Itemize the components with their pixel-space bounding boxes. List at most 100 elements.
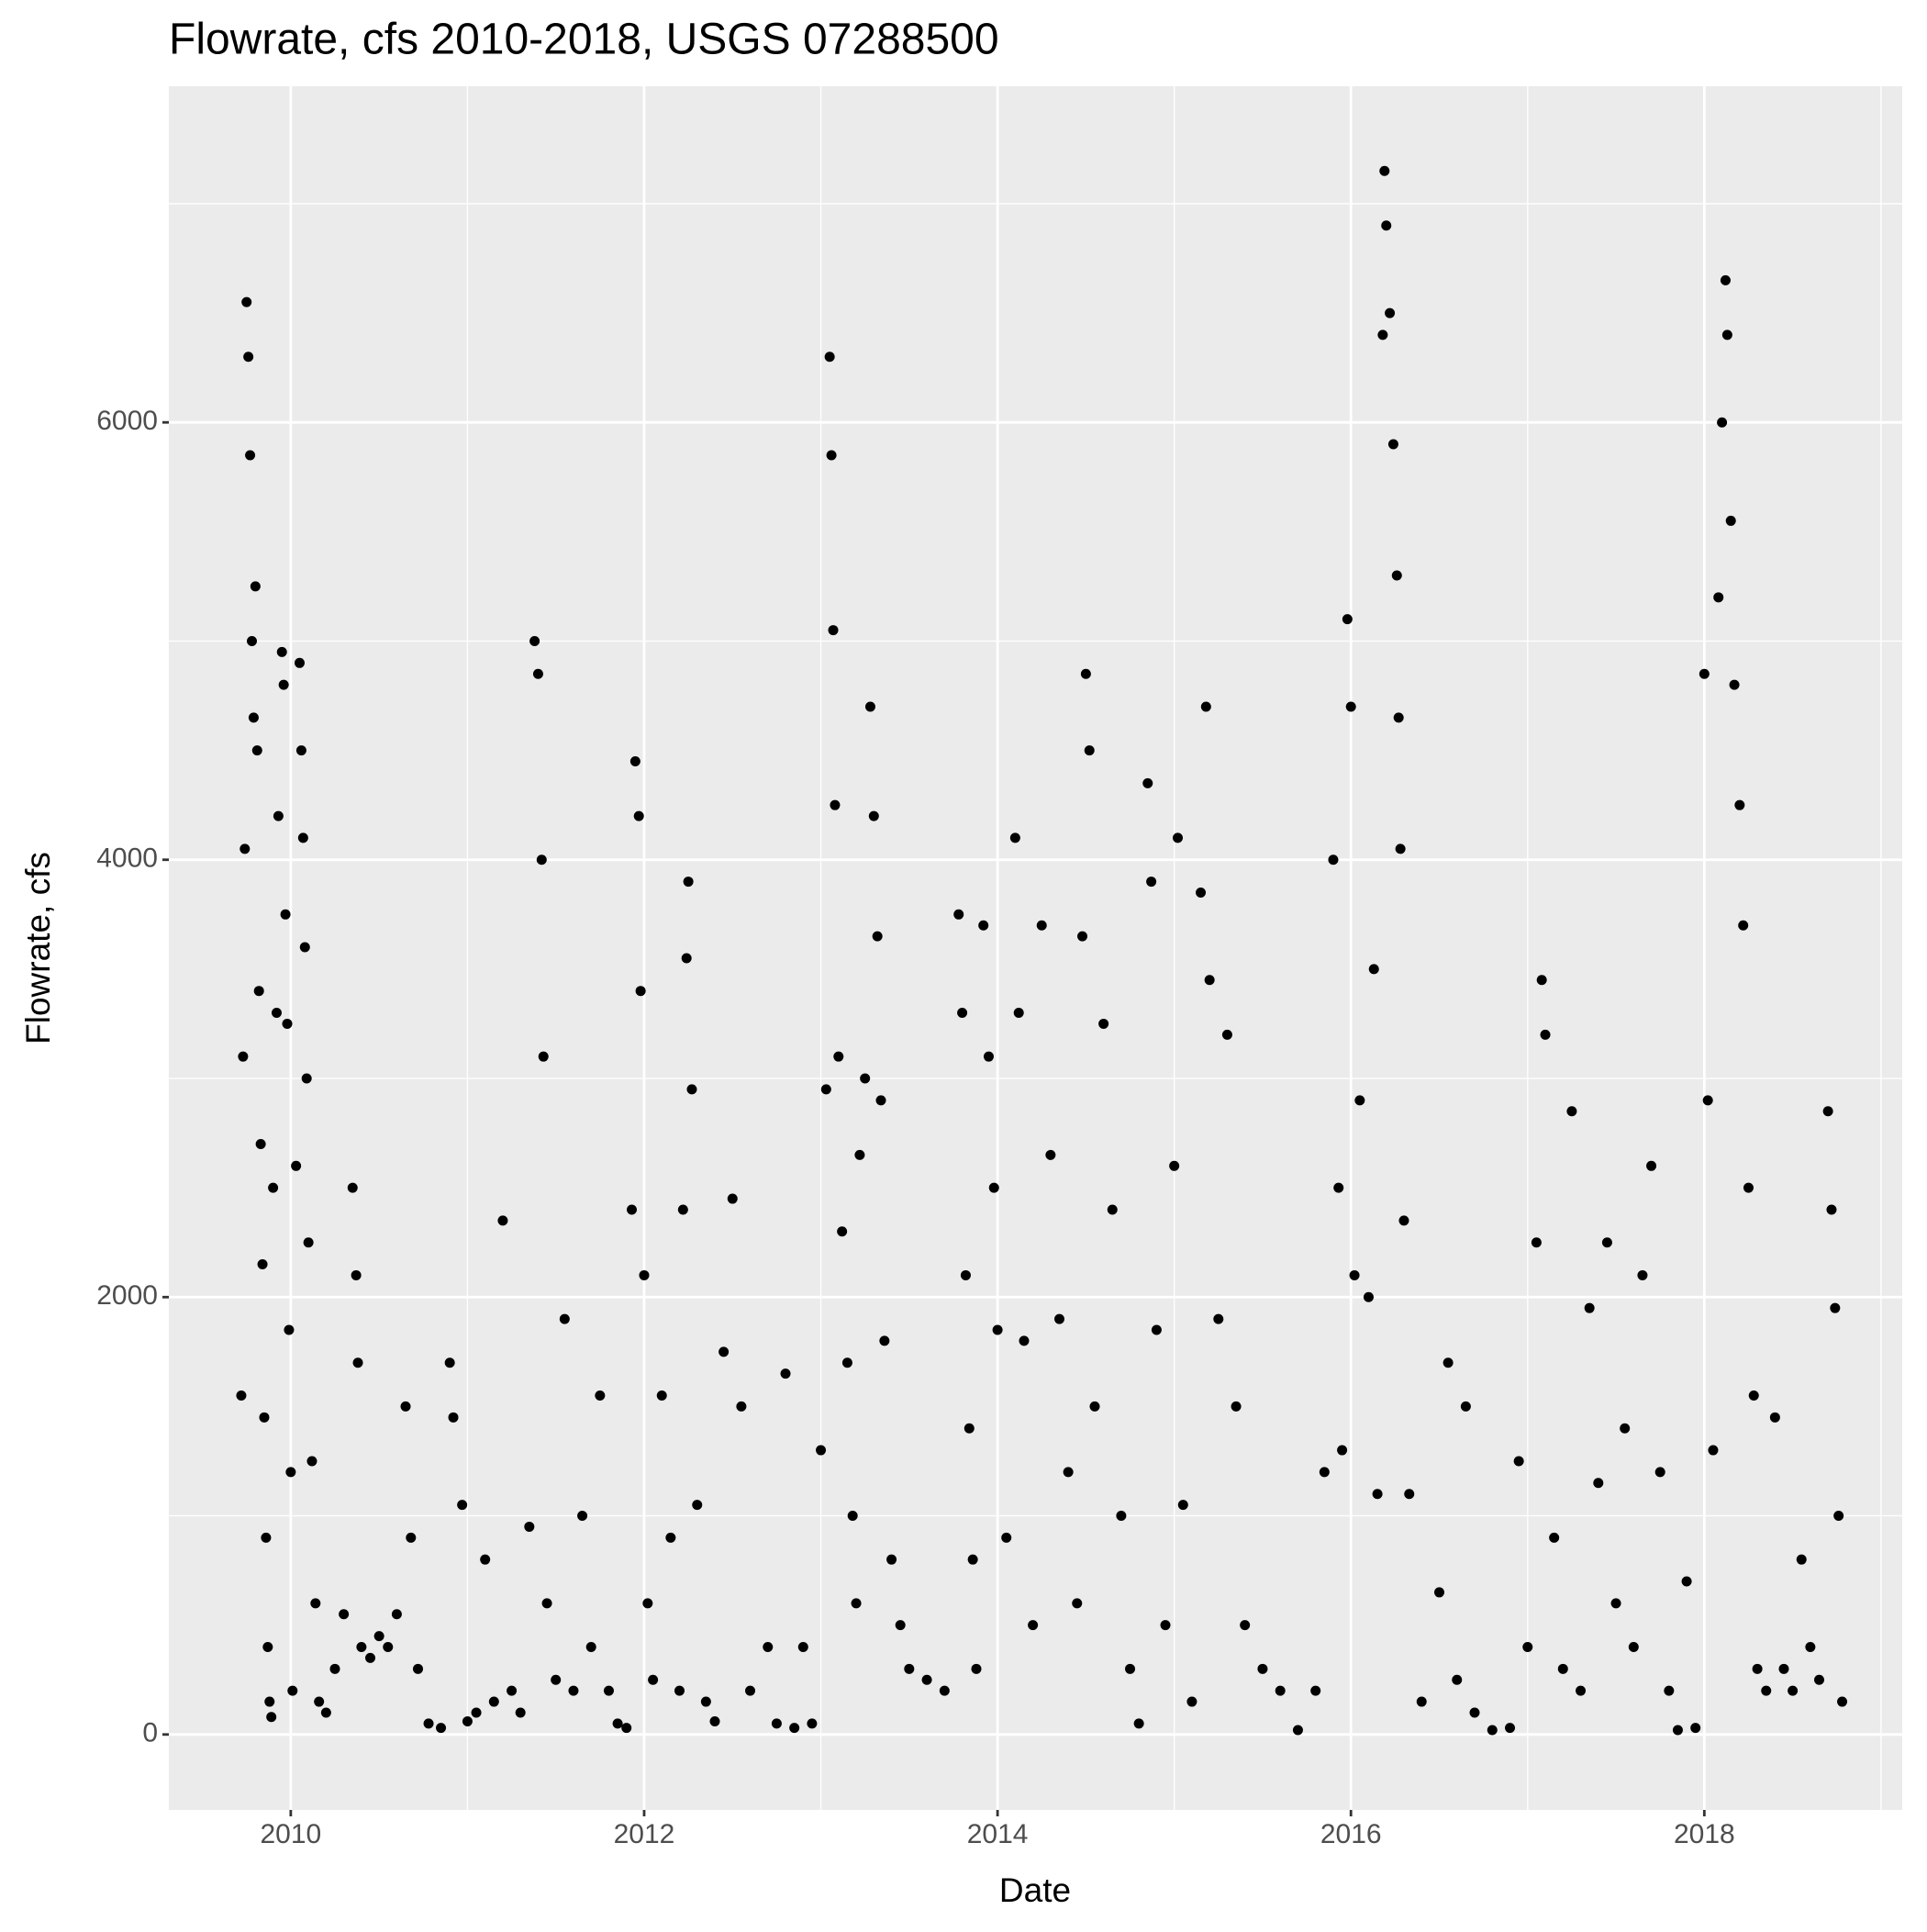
point [1837, 1696, 1848, 1707]
point [1354, 1095, 1365, 1106]
point [763, 1641, 774, 1652]
point [828, 625, 839, 636]
point [250, 581, 261, 592]
point [257, 1259, 268, 1270]
point [373, 1631, 384, 1642]
point [939, 1685, 950, 1696]
point [648, 1674, 659, 1685]
point [816, 1445, 827, 1456]
point [1349, 1269, 1360, 1280]
point [448, 1412, 459, 1423]
point [1699, 668, 1710, 679]
point [268, 1182, 279, 1193]
point [1748, 1390, 1759, 1401]
point [329, 1663, 340, 1674]
point [1391, 570, 1402, 581]
point [1337, 1445, 1348, 1456]
point [1151, 1324, 1162, 1335]
point [1442, 1357, 1454, 1368]
point [674, 1685, 685, 1696]
point [1393, 712, 1404, 723]
point [886, 1554, 897, 1565]
point [536, 854, 547, 865]
point [851, 1598, 862, 1609]
point [1813, 1674, 1824, 1685]
point [1072, 1598, 1083, 1609]
point [568, 1685, 579, 1696]
point [621, 1723, 632, 1734]
point [953, 909, 964, 920]
point [266, 1712, 277, 1723]
point [1310, 1685, 1321, 1696]
point [351, 1269, 362, 1280]
point [745, 1685, 756, 1696]
point [1460, 1401, 1471, 1412]
point [1584, 1302, 1595, 1313]
point [339, 1609, 350, 1620]
point [988, 1182, 999, 1193]
point [251, 745, 262, 756]
point [262, 1641, 273, 1652]
point [471, 1707, 482, 1718]
point [532, 668, 543, 679]
point [1240, 1620, 1251, 1631]
point [1028, 1620, 1039, 1631]
point [656, 1390, 667, 1401]
point [1830, 1302, 1841, 1313]
point [314, 1696, 325, 1707]
point [1381, 220, 1392, 231]
point [1672, 1725, 1683, 1736]
point [1292, 1725, 1303, 1736]
point [1125, 1663, 1136, 1674]
point [406, 1532, 417, 1543]
point [1080, 668, 1091, 679]
point [488, 1696, 499, 1707]
point [280, 909, 291, 920]
point [253, 986, 264, 997]
point [826, 450, 837, 461]
point [1257, 1663, 1268, 1674]
point [686, 1084, 697, 1095]
point [1053, 1313, 1064, 1324]
x-tick-label: 2012 [614, 1819, 675, 1849]
point [1720, 274, 1731, 285]
point [1395, 843, 1406, 854]
points [236, 165, 1848, 1736]
point [700, 1696, 711, 1707]
point [1231, 1401, 1242, 1412]
point [692, 1500, 703, 1511]
point [1708, 1445, 1719, 1456]
point [879, 1335, 890, 1346]
point [1363, 1291, 1374, 1302]
y-tick-label: 6000 [96, 406, 158, 436]
point [1160, 1620, 1171, 1631]
point [1133, 1718, 1144, 1729]
point [444, 1357, 455, 1368]
point [727, 1193, 738, 1204]
point [391, 1609, 402, 1620]
y-tick-label: 0 [142, 1718, 158, 1748]
point [629, 756, 640, 767]
point [1576, 1685, 1587, 1696]
point [1743, 1182, 1754, 1193]
point [1628, 1641, 1639, 1652]
point [413, 1663, 424, 1674]
point [306, 1456, 317, 1467]
point [585, 1641, 596, 1652]
point [797, 1641, 808, 1652]
point [295, 745, 306, 756]
point [303, 1237, 314, 1248]
point [400, 1401, 411, 1412]
point [1717, 417, 1728, 428]
point [1536, 975, 1547, 986]
point [1107, 1204, 1118, 1215]
grid [169, 86, 1902, 1810]
point [1379, 165, 1390, 176]
point [1398, 1215, 1409, 1226]
point [1822, 1106, 1833, 1117]
point [352, 1357, 363, 1368]
point [1200, 701, 1211, 712]
point [1196, 887, 1207, 898]
point [872, 931, 883, 942]
